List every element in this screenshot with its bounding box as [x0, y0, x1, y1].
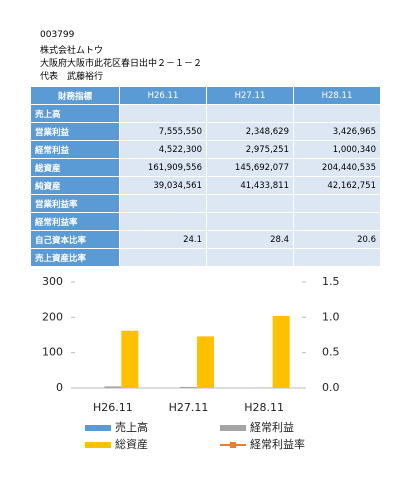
bar	[180, 386, 197, 388]
legend-swatch	[85, 425, 111, 431]
legend-label: 経常利益率	[250, 437, 305, 451]
table-row: 経常利益 4,522,300 2,975,251 1,000,340	[30, 140, 381, 159]
table-row: 純資産 39,034,561 41,433,811 42,162,751	[30, 176, 381, 195]
table-cell: 総資産	[30, 158, 120, 177]
table-cell: 20.6	[293, 230, 381, 249]
x-tick-label: H28.11	[244, 401, 284, 414]
table-row: 経常利益率	[30, 212, 381, 231]
y2-tick-label: 0.5	[322, 346, 340, 359]
table-cell: 財務指標	[30, 86, 120, 105]
table-cell	[293, 104, 381, 123]
table-row: 自己資本比率 24.1 28.4 20.6	[30, 230, 381, 249]
company: 株式会社ムトウ	[40, 46, 104, 56]
table-cell: 営業利益率	[30, 194, 120, 213]
table-cell: 4,522,300	[119, 140, 207, 159]
table-cell	[206, 248, 294, 267]
bar	[104, 386, 122, 388]
table-cell	[119, 212, 207, 231]
table-cell	[293, 248, 381, 267]
table-cell: 41,433,811	[206, 176, 294, 195]
table-cell: 7,555,550	[119, 122, 207, 141]
table-cell: H26.11	[119, 86, 207, 105]
table-row: 売上資産比率	[30, 248, 381, 267]
table-cell: 2,975,251	[206, 140, 294, 159]
table-cell: 28.4	[206, 230, 294, 249]
x-tick-label: H27.11	[169, 401, 209, 414]
financial-table: 財務指標 H26.11 H27.11 H28.11 売上高 営業利益 7,555,550 2,…	[30, 86, 381, 267]
legend-swatch	[85, 442, 111, 448]
table-cell: 売上資産比率	[30, 248, 120, 267]
y-tick-label: 200	[42, 310, 63, 323]
address: 大阪府大阪市此花区春日出中２－１－２	[40, 59, 203, 69]
table-cell: 39,034,561	[119, 176, 207, 195]
y-tick-label: 100	[42, 346, 63, 359]
table-cell: 営業利益	[30, 122, 120, 141]
table-cell: 売上高	[30, 104, 120, 123]
table-cell: 24.1	[119, 230, 207, 249]
table-cell	[206, 212, 294, 231]
y2-tick-label: 1.0	[322, 310, 340, 323]
legend-label: 経常利益	[250, 420, 294, 434]
table-cell: H27.11	[206, 86, 294, 105]
table-row: 営業利益率	[30, 194, 381, 213]
y-tick-label: 300	[42, 275, 63, 288]
bar	[272, 315, 290, 388]
table-cell: 1,000,340	[293, 140, 381, 159]
table-cell	[119, 104, 207, 123]
chart: 0 100 200 300 0.0 0.5 1.0 1.5 H26.11 H27.11 H28.11…	[42, 275, 340, 451]
y2-tick-label: 0.0	[322, 381, 340, 394]
table-cell: 161,909,556	[119, 158, 207, 177]
table-cell: H28.11	[293, 86, 381, 105]
table-cell: 2,348,629	[206, 122, 294, 141]
table-cell	[206, 104, 294, 123]
table-cell: 3,426,965	[293, 122, 381, 141]
table-row: 財務指標 H26.11 H27.11 H28.11	[30, 86, 381, 105]
y2-tick-label: 1.5	[322, 275, 340, 288]
table-cell: 純資産	[30, 176, 120, 195]
table-cell: 42,162,751	[293, 176, 381, 195]
bar	[121, 330, 139, 388]
table-row: 売上高	[30, 104, 381, 123]
legend-label: 売上高	[115, 420, 148, 434]
table-cell	[119, 248, 207, 267]
table-cell: 経常利益率	[30, 212, 120, 231]
table-cell: 経常利益	[30, 140, 120, 159]
bar	[197, 336, 214, 388]
legend-label: 総資産	[115, 437, 148, 451]
table-cell	[119, 194, 207, 213]
representative: 代表 武藤裕行	[40, 72, 104, 82]
table-cell: 145,692,077	[206, 158, 294, 177]
legend-marker	[230, 442, 236, 448]
table-cell: 自己資本比率	[30, 230, 120, 249]
table-row: 営業利益 7,555,550 2,348,629 3,426,965	[30, 122, 381, 141]
table-row: 総資産 161,909,556 145,692,077 204,440,535	[30, 158, 381, 177]
table-cell	[293, 212, 381, 231]
code: 003799	[40, 30, 75, 40]
y-tick-label: 0	[56, 381, 63, 394]
table-cell: 204,440,535	[293, 158, 381, 177]
legend-swatch	[220, 425, 246, 431]
x-tick-label: H26.11	[93, 401, 133, 414]
table-cell	[293, 194, 381, 213]
table-cell	[206, 194, 294, 213]
